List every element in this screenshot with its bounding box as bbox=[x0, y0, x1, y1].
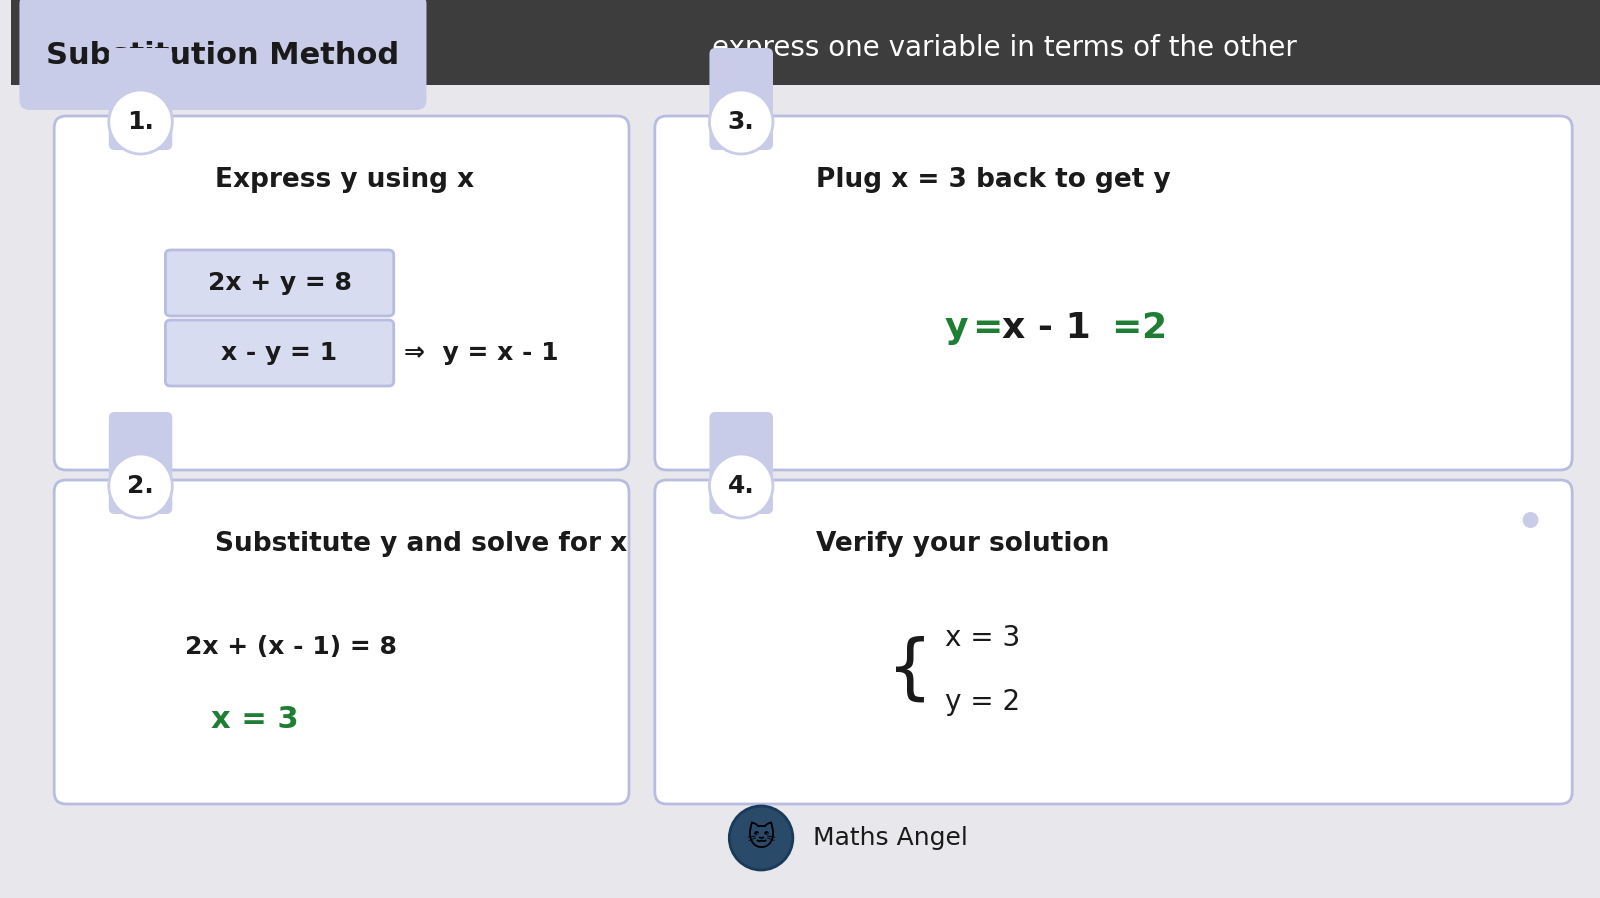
FancyBboxPatch shape bbox=[54, 116, 629, 470]
FancyBboxPatch shape bbox=[11, 0, 1600, 85]
Text: ⇒  y = x - 1: ⇒ y = x - 1 bbox=[403, 341, 558, 365]
Text: Maths Angel: Maths Angel bbox=[813, 826, 968, 850]
Text: Substitute y and solve for x: Substitute y and solve for x bbox=[214, 531, 627, 557]
FancyBboxPatch shape bbox=[109, 412, 173, 514]
Text: x - y = 1: x - y = 1 bbox=[221, 341, 338, 365]
Text: y: y bbox=[944, 311, 968, 345]
Text: {: { bbox=[886, 636, 933, 705]
Text: Express y using x: Express y using x bbox=[214, 167, 474, 193]
Circle shape bbox=[709, 454, 773, 518]
FancyBboxPatch shape bbox=[19, 0, 427, 110]
Text: 1.: 1. bbox=[126, 110, 154, 134]
Text: 3.: 3. bbox=[728, 110, 755, 134]
Text: Substitution Method: Substitution Method bbox=[46, 40, 400, 69]
Circle shape bbox=[1523, 512, 1539, 528]
Text: x - 1: x - 1 bbox=[1002, 311, 1091, 345]
Text: 2: 2 bbox=[1141, 311, 1166, 345]
Text: express one variable in terms of the other: express one variable in terms of the oth… bbox=[712, 34, 1296, 62]
FancyBboxPatch shape bbox=[109, 48, 173, 150]
FancyBboxPatch shape bbox=[709, 412, 773, 514]
FancyBboxPatch shape bbox=[165, 320, 394, 386]
Text: 🐱: 🐱 bbox=[747, 824, 776, 852]
Text: x = 3: x = 3 bbox=[211, 706, 299, 735]
FancyBboxPatch shape bbox=[654, 116, 1573, 470]
Text: =: = bbox=[1112, 311, 1142, 345]
Text: x = 3: x = 3 bbox=[944, 624, 1019, 652]
Text: Verify your solution: Verify your solution bbox=[816, 531, 1109, 557]
Text: 4.: 4. bbox=[728, 474, 755, 498]
FancyBboxPatch shape bbox=[654, 480, 1573, 804]
Circle shape bbox=[109, 90, 173, 154]
Text: y = 2: y = 2 bbox=[944, 688, 1019, 716]
FancyBboxPatch shape bbox=[54, 480, 629, 804]
Circle shape bbox=[709, 90, 773, 154]
Text: Plug x = 3 back to get y: Plug x = 3 back to get y bbox=[816, 167, 1171, 193]
Text: =: = bbox=[973, 311, 1003, 345]
Text: 2.: 2. bbox=[126, 474, 154, 498]
Text: 2x + y = 8: 2x + y = 8 bbox=[208, 271, 352, 295]
FancyBboxPatch shape bbox=[709, 48, 773, 150]
Circle shape bbox=[730, 806, 794, 870]
Text: 2x + (x - 1) = 8: 2x + (x - 1) = 8 bbox=[186, 635, 397, 659]
FancyBboxPatch shape bbox=[165, 250, 394, 316]
Circle shape bbox=[109, 454, 173, 518]
